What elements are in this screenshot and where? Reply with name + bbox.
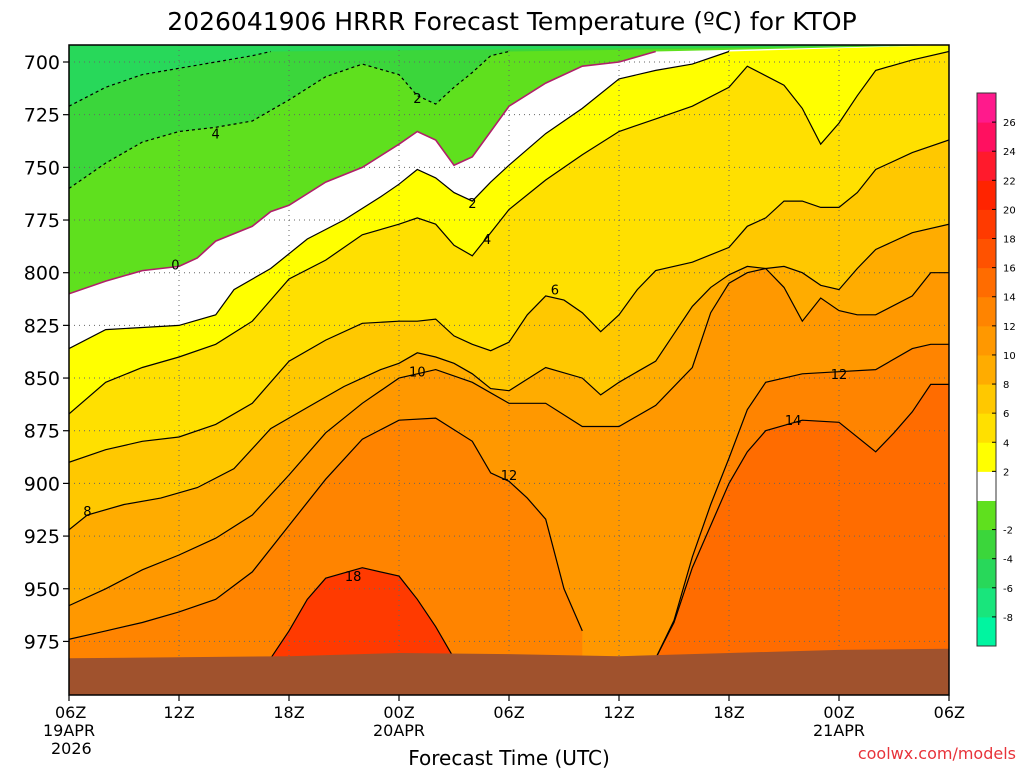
colorbar-swatch-15 bbox=[977, 180, 996, 210]
x-tick-date-7: 21APR bbox=[813, 721, 865, 740]
contour-label-3: 2 bbox=[468, 197, 476, 212]
colorbar-label-9: 12 bbox=[1003, 322, 1016, 333]
isotherm-1 bbox=[69, 50, 510, 189]
x-tick-label-6: 18Z bbox=[713, 703, 744, 722]
contour-label-7: 10 bbox=[409, 366, 426, 381]
colorbar-label-10: 14 bbox=[1003, 293, 1016, 304]
contour-label-11: 18 bbox=[345, 570, 362, 585]
contour-label-5: 6 bbox=[551, 284, 559, 299]
y-tick-label-6: 850 bbox=[24, 368, 60, 390]
colorbar-swatch-6 bbox=[977, 442, 996, 472]
y-tick-label-2: 750 bbox=[24, 157, 60, 179]
contour-label-9: 12 bbox=[831, 368, 848, 383]
fill-band-8 bbox=[69, 418, 583, 695]
contour-labels: 4 2 0 2 4 6 8 10 12 12 14 18 bbox=[83, 92, 847, 585]
colorbar-swatch-9 bbox=[977, 354, 996, 385]
isotherm-2 bbox=[69, 50, 656, 295]
x-tick-label-2: 18Z bbox=[273, 703, 304, 722]
contour-label-8: 12 bbox=[501, 469, 518, 484]
y-tick-label-4: 800 bbox=[24, 263, 60, 285]
colorbar-label-6: 6 bbox=[1003, 409, 1009, 420]
y-tick-label-1: 725 bbox=[24, 105, 60, 127]
isotherm-11 bbox=[270, 567, 455, 659]
x-tick-label-8: 06Z bbox=[934, 703, 965, 722]
x-tick-date-3: 20APR bbox=[373, 721, 425, 740]
colorbar-swatch-16 bbox=[977, 151, 996, 181]
contour-label-10: 14 bbox=[785, 414, 802, 429]
chart-title: 2026041906 HRRR Forecast Temperature (ºC… bbox=[167, 7, 856, 36]
x-tick-label-3: 00Z bbox=[383, 703, 414, 722]
contour-label-0: 4 bbox=[212, 128, 220, 143]
colorbar-label-11: 16 bbox=[1003, 264, 1016, 275]
y-axis: 700 725 750 775 800 825 850 875 900 925 950 975 bbox=[24, 52, 69, 653]
x-tick-year-0: 2026 bbox=[51, 739, 92, 758]
colorbar-swatch-3 bbox=[977, 529, 996, 560]
plot-area: 4 2 0 2 4 6 8 10 12 12 14 18 bbox=[68, 44, 950, 696]
contour-label-4: 4 bbox=[483, 233, 491, 248]
contour-label-1: 2 bbox=[413, 92, 421, 107]
colorbar-label-1: -6 bbox=[1003, 584, 1013, 595]
y-tick-label-5: 825 bbox=[24, 315, 60, 337]
colorbar-swatch-14 bbox=[977, 209, 996, 240]
x-tick-date-0: 19APR bbox=[43, 721, 95, 740]
colorbar-swatch-11 bbox=[977, 296, 996, 327]
isotherm-5 bbox=[69, 139, 949, 463]
colorbar-label-5: 4 bbox=[1003, 438, 1009, 449]
y-tick-label-3: 775 bbox=[24, 210, 60, 232]
contour-label-2: 0 bbox=[171, 258, 179, 273]
isotherm-4 bbox=[69, 50, 949, 415]
x-tick-label-4: 06Z bbox=[493, 703, 524, 722]
colorbar-label-4: 2 bbox=[1003, 467, 1009, 478]
y-tick-label-7: 875 bbox=[24, 421, 60, 443]
colorbar-label-3: -2 bbox=[1003, 526, 1013, 537]
y-tick-label-10: 950 bbox=[24, 579, 60, 601]
x-tick-label-7: 00Z bbox=[823, 703, 854, 722]
x-tick-label-5: 12Z bbox=[603, 703, 634, 722]
isotherm-6 bbox=[69, 223, 949, 531]
colorbar-swatch-7 bbox=[977, 413, 996, 443]
colorbar-swatch-2 bbox=[977, 558, 996, 589]
y-tick-label-0: 700 bbox=[24, 52, 60, 74]
isotherm-10 bbox=[655, 383, 949, 659]
colorbar-label-15: 24 bbox=[1003, 147, 1016, 158]
colorbar-swatch-4 bbox=[977, 500, 996, 531]
colorbar-label-14: 22 bbox=[1003, 176, 1016, 187]
colorbar-swatch-8 bbox=[977, 384, 996, 414]
colorbar-label-2: -4 bbox=[1003, 555, 1013, 566]
x-tick-label-0: 06Z bbox=[55, 703, 86, 722]
surface-terrain bbox=[69, 648, 949, 695]
colorbar-label-7: 8 bbox=[1003, 380, 1009, 391]
colorbar-label-12: 18 bbox=[1003, 235, 1016, 246]
colorbar-swatch-18 bbox=[977, 93, 996, 123]
fill-band-10 bbox=[655, 384, 949, 695]
y-tick-label-9: 925 bbox=[24, 526, 60, 548]
colorbar-label-16: 26 bbox=[1003, 118, 1016, 129]
colorbar-label-13: 20 bbox=[1003, 205, 1016, 216]
colorbar-swatch-5 bbox=[977, 471, 996, 501]
colorbar-swatch-0 bbox=[977, 616, 996, 647]
colorbar-label-0: -8 bbox=[1003, 613, 1013, 624]
colorbar-swatch-13 bbox=[977, 238, 996, 269]
colorbar-swatch-17 bbox=[977, 122, 996, 152]
colorbar-frame bbox=[976, 92, 997, 647]
y-tick-label-11: 975 bbox=[24, 631, 60, 653]
isotherm-7 bbox=[69, 267, 949, 607]
y-tick-label-8: 900 bbox=[24, 473, 60, 495]
x-tick-label-1: 12Z bbox=[163, 703, 194, 722]
colorbar-swatch-12 bbox=[977, 267, 996, 298]
colorbar-label-8: 10 bbox=[1003, 351, 1016, 362]
x-axis-label: Forecast Time (UTC) bbox=[408, 746, 610, 768]
colorbar-swatch-1 bbox=[977, 587, 996, 618]
contour-label-6: 8 bbox=[83, 505, 91, 520]
credit-text: coolwx.com/models bbox=[858, 744, 1016, 763]
isotherm-8 bbox=[69, 417, 583, 640]
isotherm-lines bbox=[69, 50, 949, 659]
isotherm-9 bbox=[655, 343, 949, 659]
colorbar-swatch-10 bbox=[977, 325, 996, 356]
isotherm-3 bbox=[69, 50, 730, 350]
